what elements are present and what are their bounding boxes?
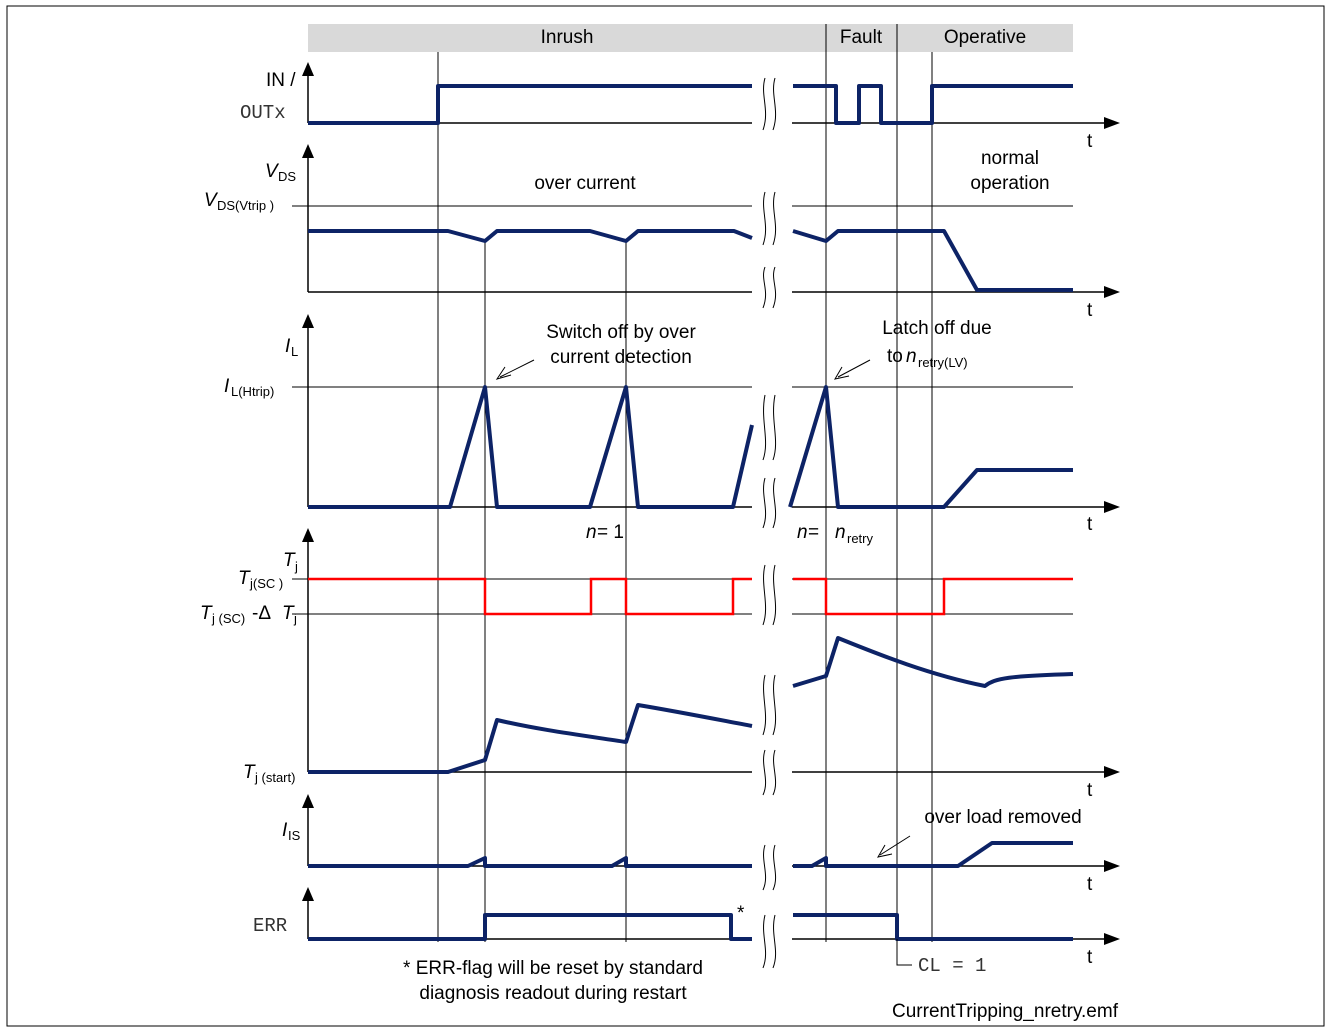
latch-off-label-2-pre: to (887, 346, 903, 367)
over-load-removed-label: over load removed (924, 807, 1081, 828)
vds-axis-label-sub: DS (278, 169, 296, 184)
event-lines (437, 52, 933, 942)
tj-threshold-signal (308, 577, 1073, 616)
tj-hyst-label-sub: j (SC) (211, 611, 245, 626)
latch-off-label-2-n: n (906, 346, 917, 367)
tj-hyst-label-sub2: j (293, 611, 297, 626)
n-eq-1-rest: = 1 (597, 522, 624, 543)
vds-trip-label-sub: DS(Vtrip ) (217, 198, 274, 213)
phase-bar (308, 24, 1073, 52)
in-signal (308, 84, 1073, 125)
t-label: t (1087, 780, 1093, 801)
tj-sc-label: T (238, 568, 251, 589)
n-eq-retry-n: n (797, 522, 808, 543)
over-load-pointer (879, 835, 911, 856)
cl-label: CL = 1 (918, 955, 986, 977)
is-axis-label: I (282, 820, 288, 841)
il-signal (308, 385, 1073, 509)
tj-axis-label: T (283, 550, 296, 571)
time-break-marks (762, 77, 777, 969)
vds-axis-label: V (265, 161, 280, 182)
phase-inrush: Inrush (541, 27, 594, 48)
vds-trip-label: V (204, 190, 219, 211)
tj-signal (308, 636, 1074, 774)
latch-off-label-2-sub: retry(LV) (918, 355, 968, 370)
switch-off-label-2: current detection (550, 347, 692, 368)
tj-sc-label-sub: j(SC ) (249, 576, 283, 591)
latch-off-pointer (837, 359, 871, 378)
tj-hyst-label-delta: -Δ (252, 603, 271, 624)
err-note-line-2: diagnosis readout during restart (419, 983, 687, 1004)
il-axis-label: I (285, 336, 291, 357)
filename-label: CurrentTripping_nretry.emf (892, 1001, 1119, 1022)
switch-off-pointer (499, 359, 535, 378)
n-eq-1-n: n (586, 522, 597, 543)
frame (6, 5, 1325, 1027)
phase-operative: Operative (944, 27, 1026, 48)
t-label: t (1087, 947, 1093, 968)
err-axis-label: ERR (253, 915, 287, 937)
t-label: t (1087, 874, 1093, 895)
tj-start-label-sub: j (start) (254, 770, 295, 785)
n-eq-retry-n2: n (835, 522, 846, 543)
cl-bracket (896, 939, 912, 966)
err-signal (308, 913, 1073, 941)
n-eq-retry-sub: retry (847, 531, 874, 546)
tj-start-label: T (243, 762, 256, 783)
latch-off-label-1: Latch off due (882, 318, 992, 339)
over-current-label: over current (534, 173, 636, 194)
err-note-line-1: * ERR-flag will be reset by standard (403, 958, 703, 979)
time-break-gap (752, 60, 792, 960)
il-trip-label: I (224, 376, 230, 397)
is-axis-label-sub: IS (288, 828, 301, 843)
in-axis-label: IN / (266, 70, 296, 91)
normal-operation-label-2: operation (970, 173, 1049, 194)
tj-hyst-label-t: T (282, 603, 295, 624)
normal-operation-label-1: normal (981, 148, 1039, 169)
phase-fault: Fault (840, 27, 883, 48)
is-signal (308, 841, 1073, 868)
tj-axis-label-sub: j (294, 559, 298, 574)
vds-signal (308, 229, 1073, 292)
tj-hyst-label: T (200, 603, 213, 624)
outx-axis-label: OUTx (240, 102, 286, 124)
axis-arrowheads (302, 62, 1120, 945)
t-label: t (1087, 300, 1093, 321)
il-trip-label-sub: L(Htrip) (231, 384, 274, 399)
t-label: t (1087, 514, 1093, 535)
err-star: * (737, 903, 745, 924)
switch-off-label-1: Switch off by over (546, 322, 696, 343)
il-axis-label-sub: L (291, 344, 298, 359)
n-eq-retry-eq: = (808, 522, 819, 543)
t-label: t (1087, 131, 1093, 152)
